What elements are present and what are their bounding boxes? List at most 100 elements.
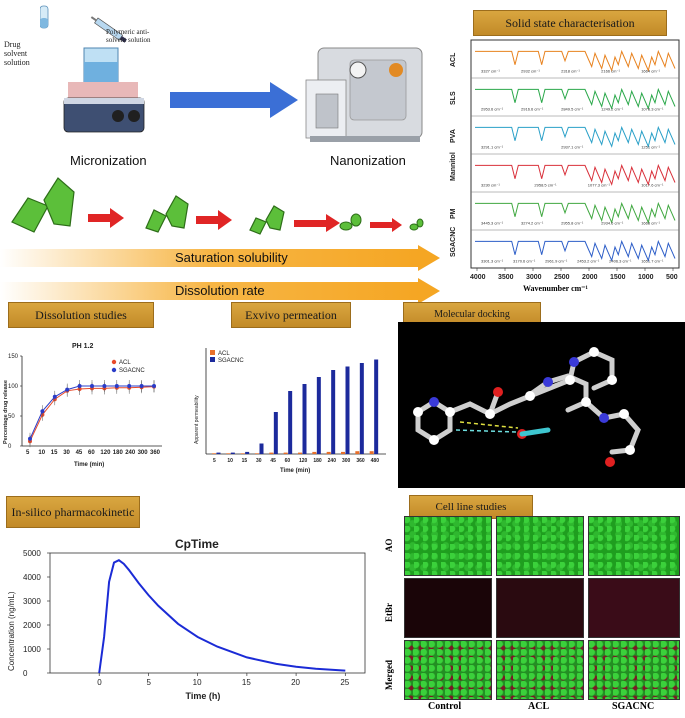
bar [255,453,259,454]
cellline-title: Cell line studies [409,495,533,519]
x-tick-label: 60 [285,458,291,464]
bar [259,443,264,454]
ftir-peak-label: 2953.6 cm⁻¹ [481,106,504,111]
x-tick-label: 5 [26,450,30,456]
bar [355,451,360,454]
ftir-panel: 4000 3500 3000 2500 2000 1500 1000 500 ACL 3327 c… [443,36,683,298]
x-tick-label: 180 [313,458,322,464]
ftir-peak-label: 2453.2 cm⁻¹ [577,258,600,263]
bar [359,363,364,454]
x-tick-label: 25 [340,678,349,687]
x-tick-label: 60 [88,450,95,456]
x-tick-label: 5 [146,678,151,687]
col-label-sgacnc: SGACNC [612,701,655,712]
cell-ao-acl [496,516,584,576]
bar [245,451,250,454]
homogenizer-illustration [298,40,428,148]
ftir-spectrum-line [475,49,676,72]
bar [369,451,374,454]
x-tick-label: 0 [97,678,102,687]
ftir-peak-label: 2958.5 cm⁻¹ [534,182,557,187]
bar [326,451,331,454]
ftir-peak-label: 3301.3 cm⁻¹ [481,258,504,263]
cell-merged-sgacnc [588,640,680,700]
ftir-peak-label: 3445.3 cm⁻¹ [481,220,504,225]
x-tick-label: 120 [299,458,308,464]
cell-etbr-sgacnc [588,578,680,638]
micronization-illustration [39,0,160,140]
bar [341,451,345,454]
ftir-x-tick-label: 3000 [526,274,542,281]
ftir-x-axis-label: Wavenumber cm⁻¹ [523,284,588,293]
x-tick-label: 300 [342,458,351,464]
col-label-acl: ACL [528,701,550,712]
bar [288,391,293,454]
ftir-peak-label: 1251 cm⁻¹ [641,144,660,149]
x-tick-label: 15 [242,678,251,687]
ftir-x-tick-label: 1000 [638,274,654,281]
hotplate-icon [39,5,145,133]
legend-marker [210,357,215,362]
dissolution-rate-label: Dissolution rate [175,283,265,298]
x-tick-label: 240 [328,458,337,464]
cell-merged-acl [496,640,584,700]
ftir-peak-label: 3327 cm⁻¹ [481,68,500,73]
ftir-peak-label: 2916.6 cm⁻¹ [521,106,544,111]
ftir-peak-label: 2166 cm⁻¹ [601,68,620,73]
y-tick-label: 0 [23,669,28,678]
solid-state-title: Solid state characterisation [473,10,667,36]
bar [331,370,336,454]
ftir-peak-label: 3291.1 cm⁻¹ [481,144,504,149]
ftir-spectrum-line [475,201,676,224]
y-tick-label: 50 [8,414,15,420]
col-label-control: Control [428,701,462,712]
bar [312,451,317,454]
y-tick-label: 2000 [23,621,41,630]
process-arrow-icon [170,82,298,118]
cell-etbr-acl [496,578,584,638]
dissolution-rate-arrow: Dissolution rate [0,278,440,304]
legend-marker [111,359,117,365]
small-particle-icon [249,205,285,235]
ftir-x-tick-label: 4000 [470,274,486,281]
x-tick-label: 30 [63,450,70,456]
series-line [29,385,154,440]
ftir-peak-label: 3274.2 cm⁻¹ [521,220,544,225]
bar [230,452,235,454]
ftir-row-label: Mannitol [450,152,457,181]
ftir-row-label: PVA [450,129,457,143]
x-tick-label: 180 [113,450,124,456]
dissolution-chart-title: PH 1.2 [72,343,94,350]
ftir-row-label: PM [450,208,457,219]
y-tick-label: 150 [8,354,19,360]
legend-label: SGACNC [119,368,145,374]
ftir-peak-label: 2849.5 cm⁻¹ [561,106,584,111]
cellline-grid: AO EtBr Merged Control ACL SGACNC [380,512,685,713]
bar [302,384,307,454]
ftir-peak-label: 1664 cm⁻¹ [641,68,660,73]
ftir-peak-label: 2961.9 cm⁻¹ [545,258,568,263]
saturation-solubility-arrow: Saturation solubility [0,245,440,271]
ftir-peak-label: 2955.8 cm⁻¹ [561,220,584,225]
bar [240,453,245,454]
ftir-x-tick-label: 1500 [610,274,626,281]
x-tick-label: 120 [100,450,111,456]
polymeric-label: Polymeric anti-solvent solution [106,28,151,44]
cptime-y-label: Concentration (ng/mL) [7,591,16,671]
dissolution-title: Dissolution studies [8,302,154,328]
y-tick-label: 4000 [23,573,41,582]
docking-image [398,322,685,488]
ftir-row-label: SLS [450,91,457,105]
cptime-x-label: Time (h) [186,691,221,701]
cell-etbr-control [404,578,492,638]
ftir-row-label: ACL [450,52,457,67]
y-tick-label: 5000 [23,549,41,558]
bar [345,366,350,454]
ftir-peak-label: 2318 cm⁻¹ [561,68,580,73]
bar [216,452,221,454]
molecule-icon [413,347,641,467]
ftir-peak-label: 1668 cm⁻¹ [641,220,660,225]
x-tick-label: 480 [371,458,380,464]
x-tick-label: 15 [242,458,248,464]
x-tick-label: 10 [193,678,202,687]
